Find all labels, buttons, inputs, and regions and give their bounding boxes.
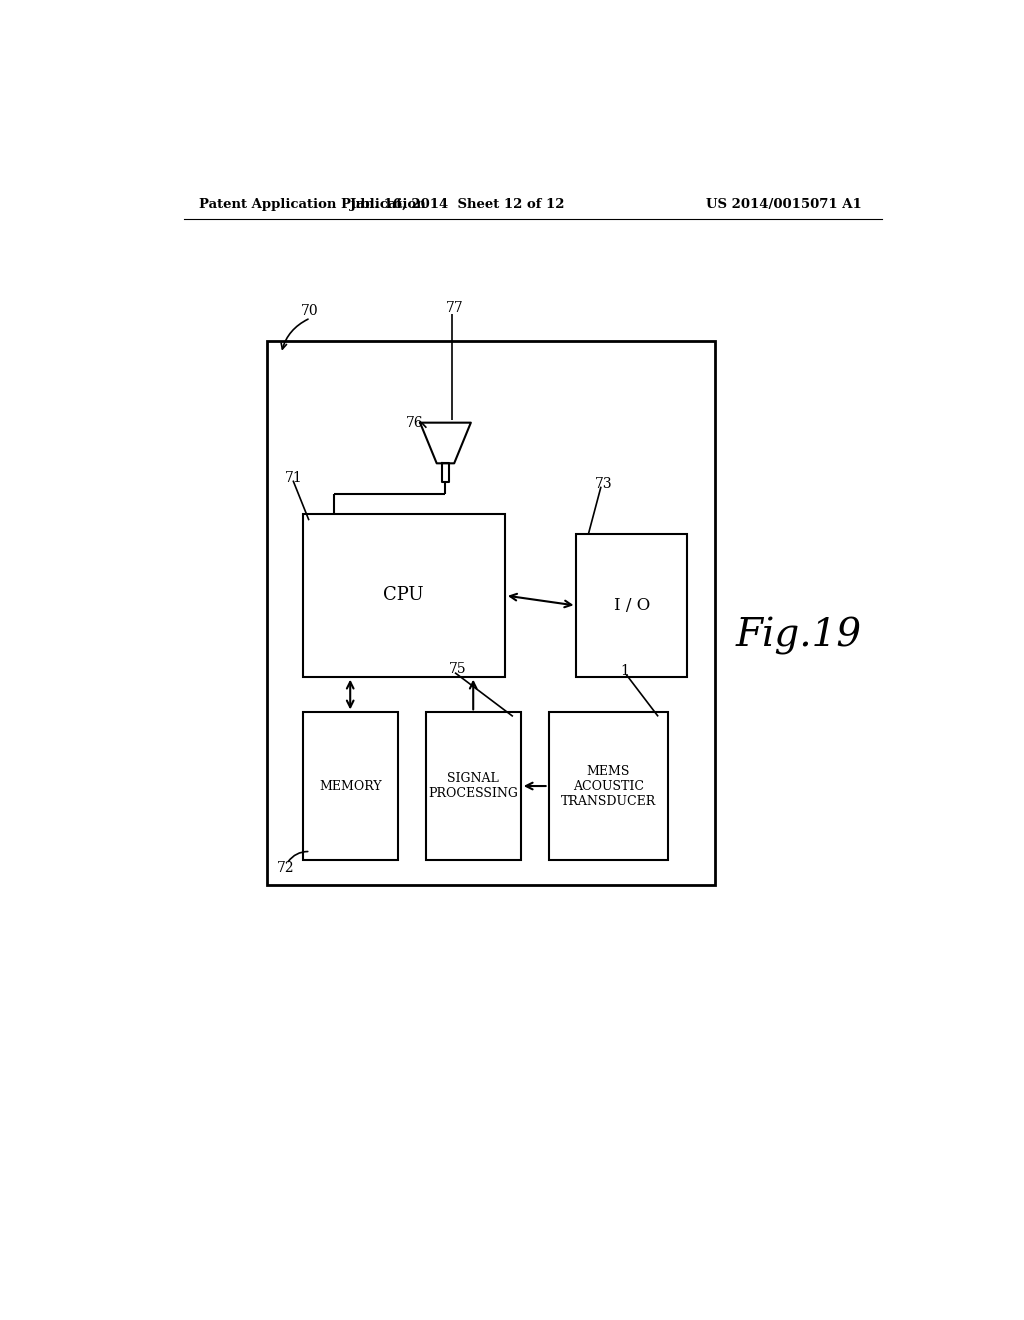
Text: I / O: I / O — [613, 597, 650, 614]
Text: 73: 73 — [595, 477, 612, 491]
Text: MEMORY: MEMORY — [318, 780, 382, 792]
Text: 71: 71 — [285, 470, 303, 484]
Text: MEMS
ACOUSTIC
TRANSDUCER: MEMS ACOUSTIC TRANSDUCER — [560, 764, 655, 808]
Polygon shape — [442, 463, 449, 482]
Text: US 2014/0015071 A1: US 2014/0015071 A1 — [707, 198, 862, 211]
Text: Fig.19: Fig.19 — [735, 618, 861, 655]
Bar — [303, 515, 505, 677]
Bar — [426, 713, 521, 859]
Polygon shape — [420, 422, 471, 463]
Text: 76: 76 — [406, 416, 423, 430]
Text: SIGNAL
PROCESSING: SIGNAL PROCESSING — [428, 772, 518, 800]
Text: Jan. 16, 2014  Sheet 12 of 12: Jan. 16, 2014 Sheet 12 of 12 — [350, 198, 564, 211]
Bar — [267, 342, 715, 886]
Text: CPU: CPU — [383, 586, 424, 605]
Text: 77: 77 — [445, 301, 463, 314]
Text: 1: 1 — [620, 664, 629, 677]
Text: 75: 75 — [449, 661, 466, 676]
Text: 72: 72 — [278, 861, 295, 875]
Bar — [303, 713, 397, 859]
Bar — [577, 535, 687, 677]
Text: Patent Application Publication: Patent Application Publication — [200, 198, 426, 211]
Bar — [549, 713, 668, 859]
Text: 70: 70 — [301, 304, 318, 318]
